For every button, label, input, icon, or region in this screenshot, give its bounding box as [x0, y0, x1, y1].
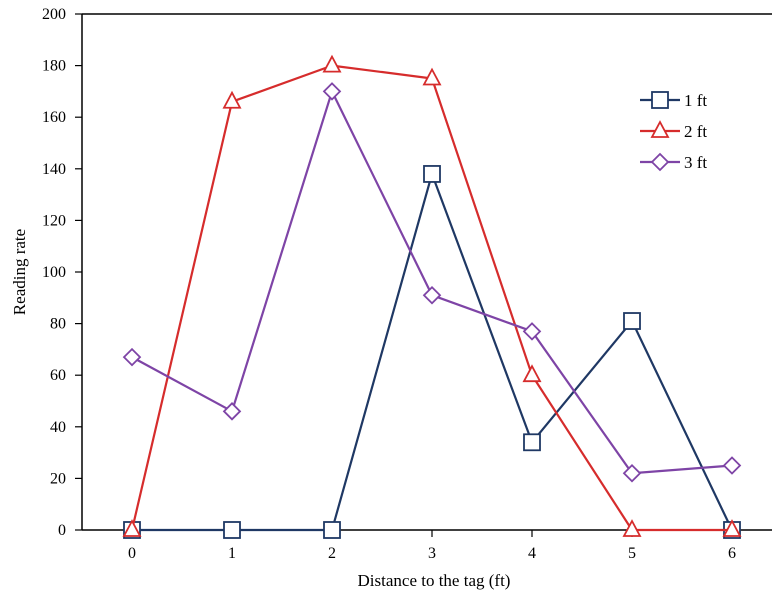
y-tick-label: 140	[42, 161, 66, 178]
y-tick-label: 180	[42, 58, 66, 75]
data-point-triangle	[522, 364, 542, 383]
series-1-ft	[123, 165, 741, 539]
legend: 1 ft 2 ft 3 ft	[640, 91, 707, 172]
data-point-square	[523, 433, 541, 452]
data-point-diamond	[522, 322, 542, 341]
data-point-square	[223, 521, 241, 539]
series-layer	[122, 54, 742, 539]
y-tick-label: 100	[42, 264, 66, 281]
x-axis-ticks: 0 1 2 3 4 5 6	[128, 530, 736, 562]
data-point-triangle	[322, 54, 342, 73]
x-tick-label: 1	[228, 545, 236, 562]
legend-label: 1 ft	[684, 91, 707, 110]
x-tick-label: 5	[628, 545, 636, 562]
x-tick-label: 6	[728, 545, 736, 562]
x-tick-label: 4	[528, 545, 536, 562]
y-tick-label: 0	[58, 522, 66, 539]
data-point-diamond	[622, 463, 642, 483]
legend-item: 3 ft	[640, 152, 707, 172]
data-point-diamond	[722, 456, 742, 475]
series-3-ft	[122, 82, 742, 483]
series-line	[132, 172, 733, 532]
data-point-triangle	[122, 519, 142, 537]
y-tick-label: 120	[42, 212, 66, 229]
x-tick-label: 2	[328, 545, 336, 562]
y-axis-title: Reading rate	[10, 229, 29, 315]
y-tick-label: 60	[50, 367, 66, 384]
x-axis-title: Distance to the tag (ft)	[358, 571, 511, 590]
y-tick-label: 80	[50, 316, 66, 333]
data-point-diamond	[322, 82, 342, 101]
legend-item: 2 ft	[640, 120, 707, 141]
data-point-diamond	[222, 402, 242, 421]
y-tick-label: 160	[42, 109, 66, 126]
legend-label: 3 ft	[684, 153, 707, 172]
data-point-triangle	[422, 67, 442, 86]
data-point-diamond	[122, 347, 142, 367]
legend-item: 1 ft	[640, 91, 707, 110]
x-tick-label: 3	[428, 545, 436, 562]
data-point-triangle	[622, 519, 642, 537]
y-tick-label: 200	[42, 6, 66, 23]
data-point-triangle	[722, 519, 742, 537]
data-point-triangle	[222, 90, 242, 109]
x-tick-label: 0	[128, 545, 136, 562]
legend-label: 2 ft	[684, 122, 707, 141]
data-point-diamond	[422, 285, 442, 305]
y-axis-ticks: 0 20 40 60 80 100 120 140 160 180 200	[42, 6, 82, 539]
y-tick-label: 20	[50, 470, 66, 487]
data-point-diamond	[650, 152, 670, 172]
data-point-triangle	[650, 120, 670, 138]
data-point-square	[423, 165, 441, 183]
series-2-ft	[122, 54, 742, 537]
data-point-square	[651, 91, 669, 109]
y-tick-label: 40	[50, 419, 66, 436]
data-point-square	[623, 312, 641, 330]
data-point-square	[323, 521, 341, 539]
